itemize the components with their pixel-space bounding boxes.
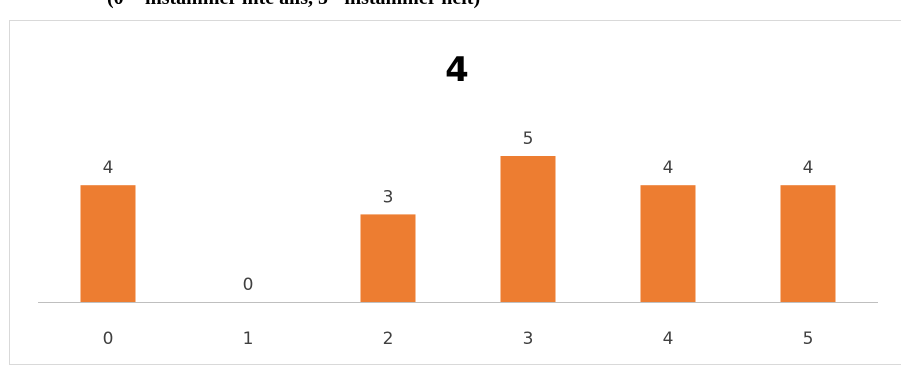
x-tick-label-4: 4 (663, 329, 674, 349)
x-tick-label-0: 0 (103, 329, 114, 349)
bar-2 (360, 214, 416, 302)
bars-group (80, 156, 836, 302)
data-label-5: 4 (803, 158, 814, 178)
bar-5 (780, 185, 836, 302)
chart-title: 4 (445, 50, 469, 90)
bar-3 (500, 156, 556, 302)
x-tick-label-3: 3 (523, 329, 534, 349)
data-label-3: 5 (523, 129, 534, 149)
chart-frame: 4 4 0 3 5 4 4 0 1 2 3 4 5 (9, 20, 901, 365)
chart-caption: (0 = instämmer inte alls, 5= instämmer h… (107, 0, 480, 10)
x-tick-label-1: 1 (243, 329, 254, 349)
x-tick-label-2: 2 (383, 329, 394, 349)
data-labels-group: 4 0 3 5 4 4 (103, 129, 814, 295)
bar-0 (80, 185, 136, 302)
data-label-4: 4 (663, 158, 674, 178)
data-label-1: 0 (243, 275, 254, 295)
data-label-2: 3 (383, 187, 394, 207)
bar-4 (640, 185, 696, 302)
x-tick-labels-group: 0 1 2 3 4 5 (103, 329, 814, 349)
x-tick-label-5: 5 (803, 329, 814, 349)
bar-chart: 4 4 0 3 5 4 4 0 1 2 3 4 5 (38, 50, 878, 349)
data-label-0: 4 (103, 158, 114, 178)
